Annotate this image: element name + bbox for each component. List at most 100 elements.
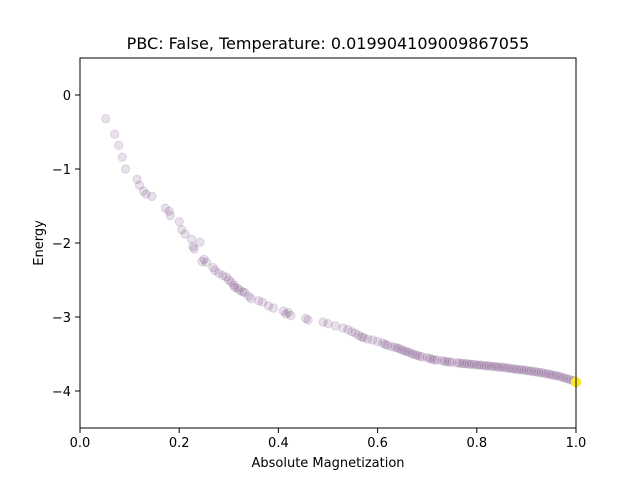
data-point [164,206,174,216]
data-point [501,363,512,373]
data-point [343,324,353,335]
data-point [561,373,571,384]
data-point [516,364,527,375]
data-point [201,257,212,267]
data-point [386,341,397,352]
data-point [529,367,539,377]
data-point [482,361,492,371]
data-point [226,277,236,287]
data-point [412,350,422,361]
data-point [224,275,234,285]
data-point [444,357,455,367]
data-point [410,350,420,360]
data-point [235,285,245,296]
data-point [541,369,551,379]
data-point [188,242,198,252]
data-point [467,359,477,370]
data-point [486,361,497,372]
y-tick-label: 0 [63,89,71,104]
data-point [239,287,250,298]
data-point [514,364,524,375]
data-point [472,360,482,370]
data-point [439,356,450,367]
data-point [429,355,440,365]
data-point [553,371,564,381]
data-point [134,180,145,190]
data-point [484,361,494,371]
data-point [195,237,205,247]
x-axis-label: Absolute Magnetization [251,456,404,471]
data-point [113,140,124,151]
data-point [323,318,333,329]
data-point [546,370,556,380]
data-point [506,364,517,374]
data-point [390,342,400,353]
data-point [511,364,522,375]
data-point [551,370,561,381]
y-axis: 0 −1 −2 −3 −4 [52,89,80,400]
data-point [174,216,184,227]
data-point [347,327,357,337]
y-tick-label: −2 [52,237,71,252]
data-point [318,317,328,327]
data-point [496,362,507,373]
data-point [474,360,484,370]
data-point [558,372,569,383]
data-point [246,293,256,304]
data-point [400,346,410,356]
data-point [237,287,248,297]
data-point [243,291,254,301]
data-point [218,270,228,281]
data-point [462,358,472,369]
data-point [180,229,190,239]
data-point [402,347,413,357]
data-point [221,272,232,282]
data-point [382,340,393,350]
x-tick-label: 0.6 [367,436,388,451]
data-point [208,262,218,273]
data-point [392,343,403,353]
data-point [499,362,509,373]
data-point [147,191,157,202]
y-tick-label: −4 [52,385,71,400]
data-point [367,335,378,345]
data-point [197,256,207,267]
data-point [489,361,499,372]
data-point [330,321,341,331]
data-point [283,307,294,318]
data-point [548,370,559,381]
data-point [359,333,369,343]
x-tick-label: 0.4 [268,436,289,451]
data-point [268,303,279,313]
data-point [531,367,542,377]
y-tick-label: −3 [52,311,71,326]
data-point [397,345,408,355]
x-axis: 0.0 0.2 0.4 0.6 0.8 1.0 [70,428,587,451]
data-point [432,355,442,365]
data-point [494,362,504,373]
data-point [457,358,467,369]
data-point [422,353,432,363]
data-point [214,268,224,279]
data-point [257,297,268,307]
data-point [437,355,447,366]
x-tick-label: 0.0 [70,436,91,451]
x-tick-label: 1.0 [566,436,587,451]
data-point [519,365,529,375]
data-point [504,363,514,373]
data-point [263,301,274,311]
data-point [229,280,239,290]
data-point [417,352,427,362]
data-point [536,367,546,378]
data-point [230,282,240,293]
data-point [464,359,475,370]
x-tick-label: 0.2 [169,436,190,451]
data-point [477,360,487,370]
data-point [210,265,220,276]
data-point [447,357,457,367]
data-point [199,254,209,264]
data-point [117,152,127,162]
data-point [544,369,554,379]
